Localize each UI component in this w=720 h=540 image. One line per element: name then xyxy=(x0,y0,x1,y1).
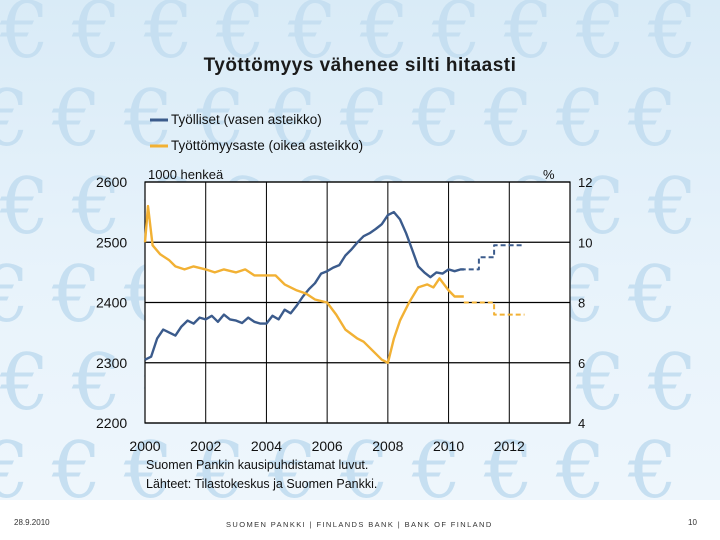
left-axis-tick-label: 2300 xyxy=(96,355,127,371)
euro-watermark-icon: € xyxy=(196,426,246,500)
euro-watermark-icon: € xyxy=(52,426,102,500)
series-line xyxy=(143,204,464,364)
euro-watermark-icon: € xyxy=(0,250,30,340)
right-axis-tick-label: 10 xyxy=(578,235,592,250)
x-axis-tick-label: 2008 xyxy=(372,438,403,454)
right-axis-tick-label: 4 xyxy=(578,416,585,431)
euro-watermark-icon: € xyxy=(340,74,390,164)
euro-watermark-icon: € xyxy=(0,162,50,252)
x-axis-tick-label: 2012 xyxy=(494,438,525,454)
euro-watermark-icon: € xyxy=(412,426,462,500)
euro-watermark-icon: € xyxy=(576,0,626,76)
euro-watermark-icon: € xyxy=(340,426,390,500)
euro-watermark-icon: € xyxy=(576,162,626,252)
euro-watermark-icon: € xyxy=(556,74,606,164)
euro-watermark-icon: € xyxy=(556,426,606,500)
euro-watermark-icon: € xyxy=(484,74,534,164)
euro-watermark-icon: € xyxy=(72,0,122,76)
plot-frame xyxy=(144,181,571,424)
left-axis-tick-label: 2400 xyxy=(96,295,127,311)
euro-watermark-icon: € xyxy=(628,426,678,500)
euro-watermark-icon: € xyxy=(144,0,194,76)
x-axis-tick-label: 2000 xyxy=(129,438,160,454)
euro-watermark-icon: € xyxy=(288,0,338,76)
note-seasonal: Suomen Pankin kausipuhdistamat luvut. xyxy=(146,458,369,472)
chart: 2200 2300 2400 2500 2600 4 6 8 10 12 2000 2002 2004 2… xyxy=(96,112,592,454)
right-axis-tick-label: 8 xyxy=(578,296,585,311)
x-axis-tick-label: 2010 xyxy=(433,438,464,454)
euro-watermark-icon: € xyxy=(124,426,174,500)
footer xyxy=(0,500,720,540)
euro-watermark-icon: € xyxy=(216,0,266,76)
page-number: 10 xyxy=(688,518,697,527)
note-sources: Lähteet: Tilastokeskus ja Suomen Pankki. xyxy=(146,477,378,491)
euro-watermark-icon: € xyxy=(628,74,678,164)
left-axis-tick-label: 2500 xyxy=(96,234,127,250)
euro-watermark-icon: € xyxy=(196,74,246,164)
left-axis-tick-label: 2600 xyxy=(96,174,127,190)
euro-watermark-icon: € xyxy=(268,426,318,500)
legend-label: Työlliset (vasen asteikko) xyxy=(171,112,322,127)
euro-watermark-icon: € xyxy=(0,74,30,164)
x-axis-tick-label: 2004 xyxy=(251,438,282,454)
euro-watermark-icon: € xyxy=(412,74,462,164)
left-axis-tick-label: 2200 xyxy=(96,415,127,431)
euro-watermark-icon: € xyxy=(268,74,318,164)
slide-title: Työttömyys vähenee silti hitaasti xyxy=(203,55,517,76)
x-axis-tick-label: 2002 xyxy=(190,438,221,454)
euro-watermark-icon: € xyxy=(360,0,410,76)
footer-bank-name: SUOMEN PANKKI | FINLANDS BANK | BANK OF … xyxy=(226,520,493,529)
euro-watermark-icon: € xyxy=(0,426,30,500)
euro-watermark-icon: € xyxy=(52,250,102,340)
right-axis-tick-label: 12 xyxy=(578,175,592,190)
x-axis-tick-label: 2006 xyxy=(312,438,343,454)
euro-watermark-icon: € xyxy=(576,338,626,428)
euro-watermark-icon: € xyxy=(72,162,122,252)
euro-watermark-icon: € xyxy=(432,0,482,76)
euro-watermark-icon: € xyxy=(648,162,698,252)
euro-watermark-icon: € xyxy=(648,0,698,76)
left-axis-unit: 1000 henkeä xyxy=(148,167,224,182)
euro-watermark-icon: € xyxy=(72,338,122,428)
euro-watermark-icon: € xyxy=(648,338,698,428)
legend-label: Työttömyysaste (oikea asteikko) xyxy=(171,138,363,153)
euro-watermark-icon: € xyxy=(628,250,678,340)
euro-watermark-icon: € xyxy=(52,74,102,164)
right-axis-tick-label: 6 xyxy=(578,356,585,371)
euro-watermark-icon: € xyxy=(0,0,50,76)
footer-date: 28.9.2010 xyxy=(14,518,50,527)
euro-watermark-icon: € xyxy=(0,338,50,428)
forecast-series-line xyxy=(463,301,525,316)
euro-watermark-icon: € xyxy=(504,0,554,76)
euro-watermark-icon: € xyxy=(484,426,534,500)
right-axis-unit: % xyxy=(543,167,555,182)
